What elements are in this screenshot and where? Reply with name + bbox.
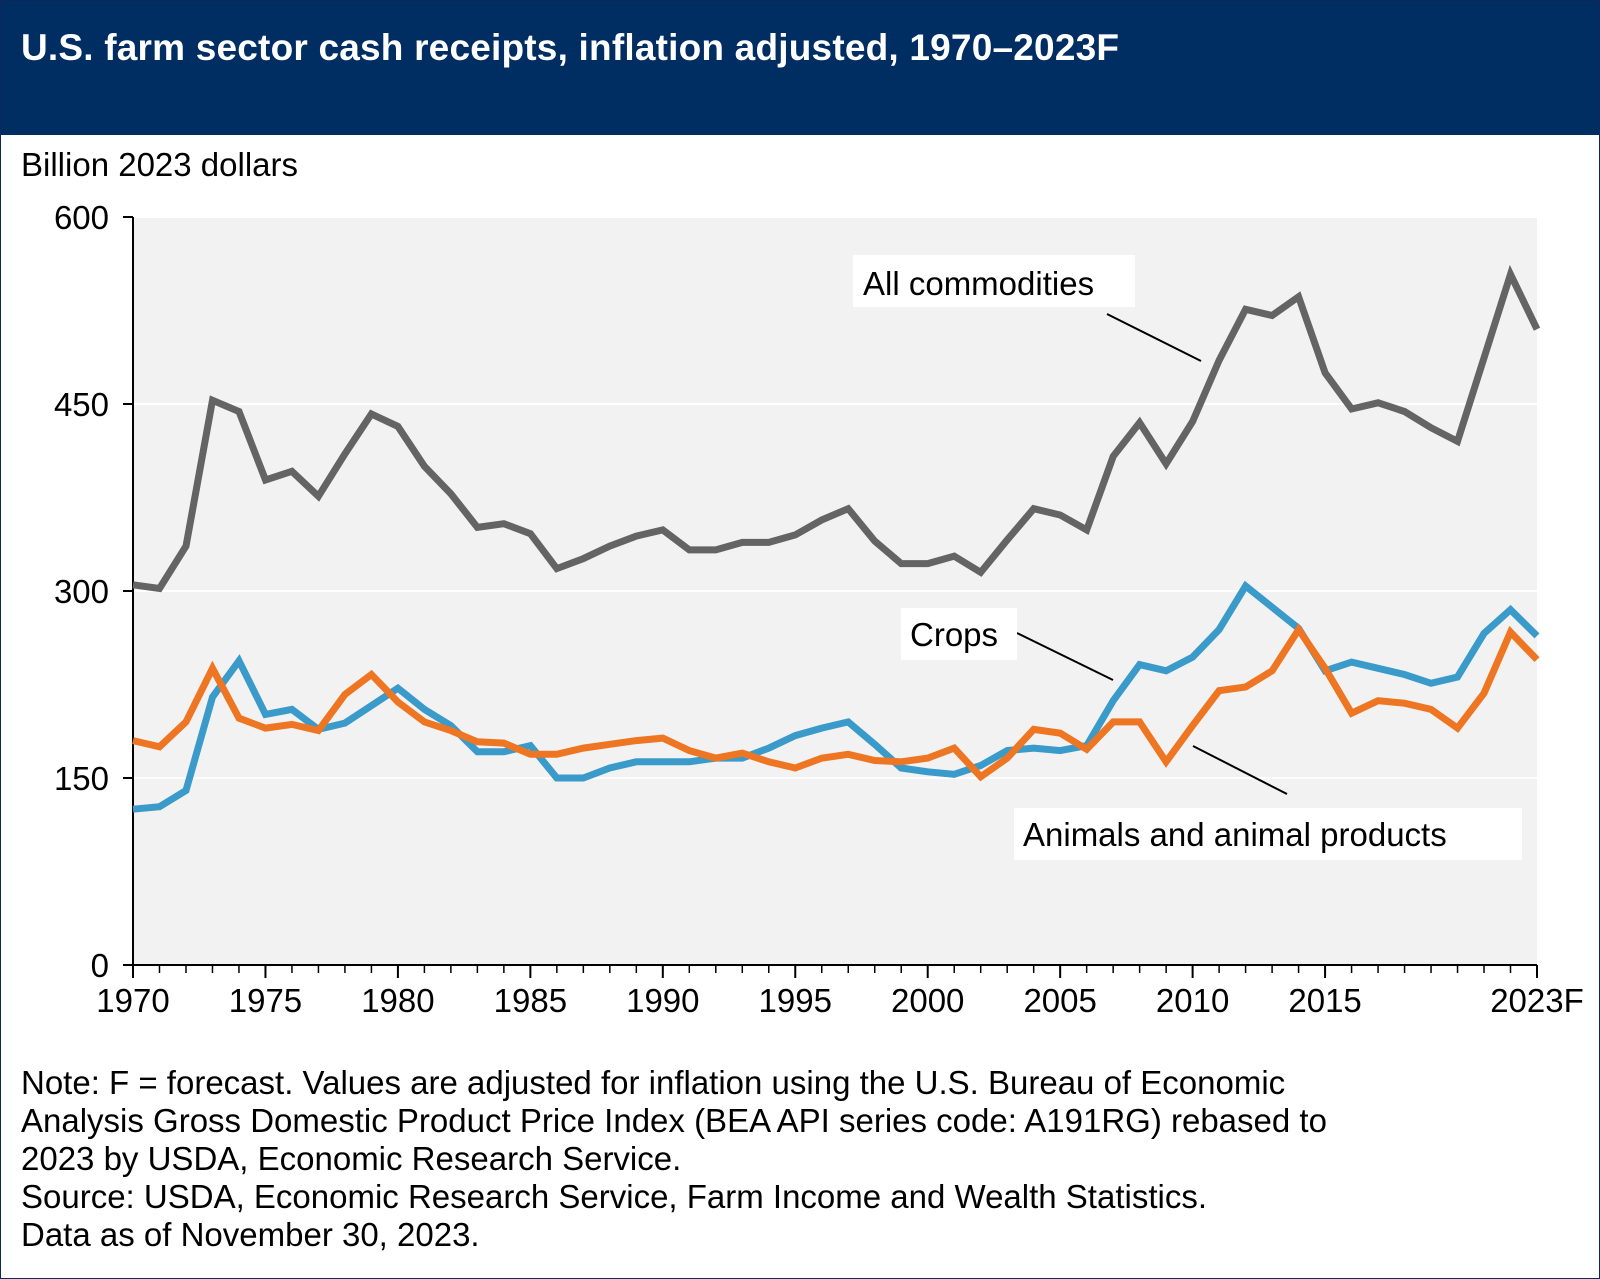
y-tick-label: 450 <box>54 386 109 423</box>
footnotes: Note: F = forecast. Values are adjusted … <box>21 1064 1581 1254</box>
x-tick-label: 2005 <box>1023 982 1096 1019</box>
x-tick-label: 1995 <box>759 982 832 1019</box>
note-line: Note: F = forecast. Values are adjusted … <box>21 1064 1286 1101</box>
x-tick-label: 2000 <box>891 982 964 1019</box>
data-date-line: Data as of November 30, 2023. <box>21 1216 480 1253</box>
all-commodities-label: All commodities <box>863 265 1094 302</box>
all-commodities-label-box <box>853 255 1135 307</box>
y-tick-label: 0 <box>91 947 109 984</box>
crops-label: Crops <box>910 616 998 653</box>
series-lines <box>132 264 1541 813</box>
title-banner: U.S. farm sector cash receipts, inflatio… <box>1 1 1599 135</box>
x-tick-label: 1985 <box>494 982 567 1019</box>
note-line: 2023 by USDA, Economic Research Service. <box>21 1140 682 1177</box>
animals-label: Animals and animal products <box>1023 816 1447 853</box>
annotations: All commodities Crops Animals and animal p… <box>853 255 1522 860</box>
y-axis-unit-label: Billion 2023 dollars <box>21 146 299 183</box>
animals-leader-line <box>1192 745 1288 795</box>
animals-label-box <box>1014 808 1522 860</box>
crops-leader-line <box>1016 632 1114 681</box>
line-chart: 0 150 300 450 600 1970 1975 1980 1985 1990 1995 200… <box>54 199 1584 1019</box>
x-tick-label: 1990 <box>626 982 699 1019</box>
series-line-all-commodities <box>132 264 1541 593</box>
series-line-animals-and-animal-products <box>132 623 1540 782</box>
x-tick-label: 1970 <box>96 982 169 1019</box>
y-tick-label: 600 <box>54 199 109 236</box>
x-tick-label: 1980 <box>361 982 434 1019</box>
y-tick-label: 300 <box>54 573 109 610</box>
x-tick-label: 2023F <box>1490 982 1584 1019</box>
all-commodities-leader-line <box>1106 313 1202 362</box>
y-tick-label: 150 <box>54 760 109 797</box>
crops-label-box <box>901 608 1017 660</box>
source-line: Source: USDA, Economic Research Service,… <box>21 1178 1208 1215</box>
chart-title: U.S. farm sector cash receipts, inflatio… <box>21 27 1120 68</box>
axes: 0 150 300 450 600 1970 1975 1980 1985 1990 1995 200… <box>54 199 1584 1019</box>
x-tick-label: 2010 <box>1156 982 1229 1019</box>
x-tick-label: 1975 <box>229 982 302 1019</box>
gridlines <box>133 216 1537 779</box>
note-line: Analysis Gross Domestic Product Price In… <box>21 1102 1327 1139</box>
x-tick-label: 2015 <box>1288 982 1361 1019</box>
